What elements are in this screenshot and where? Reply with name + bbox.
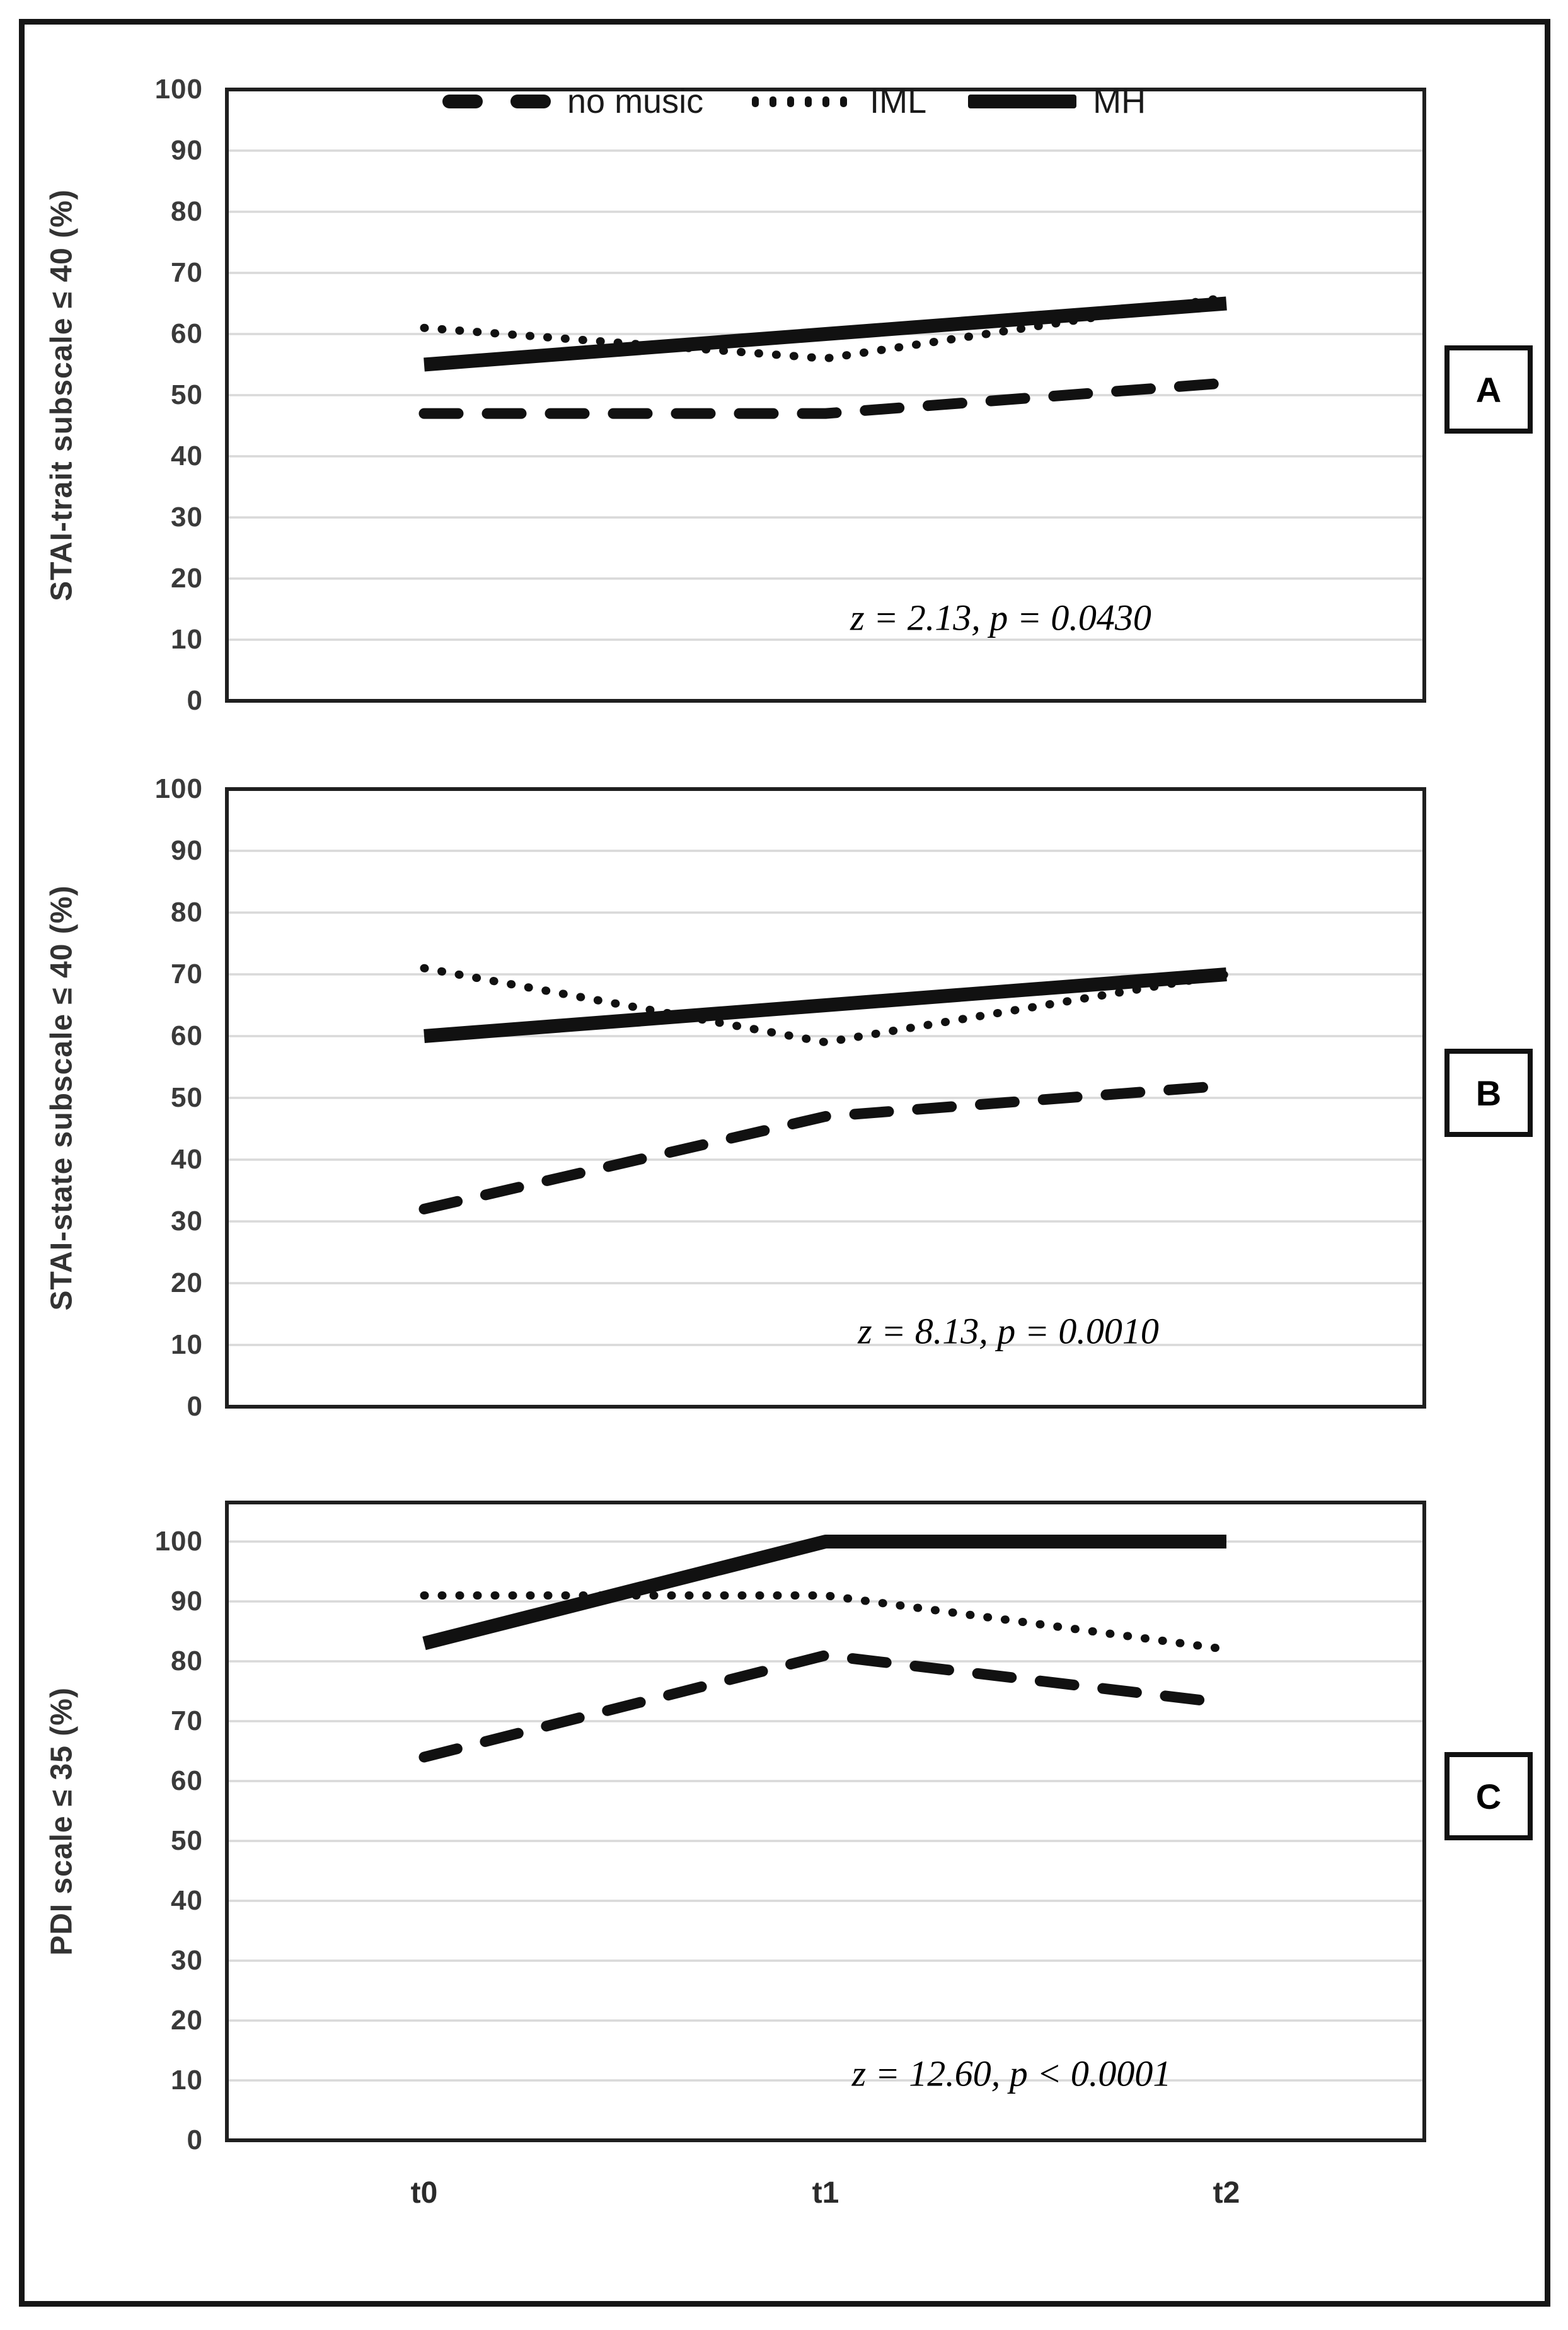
panel-a-series-dashed — [418, 378, 1232, 419]
panel-c-tag: C — [1444, 1752, 1533, 1840]
figure-border — [19, 19, 1550, 2307]
panel-c-y-tick-80: 80 — [171, 1646, 203, 1676]
panel-b-y-tick-70: 70 — [171, 959, 203, 989]
panel-b-y-axis-title: STAI-state subscale ≤ 40 (%) — [45, 885, 79, 1311]
panel-b-y-tick-50: 50 — [171, 1082, 203, 1113]
x-tick-t0: t0 — [410, 2176, 438, 2210]
panel-c-series-dotted — [420, 1591, 1231, 1654]
panel-b-y-tick-30: 30 — [171, 1206, 203, 1237]
panel-c-series-solid — [422, 1535, 1226, 1651]
panel-c-y-tick-40: 40 — [171, 1885, 203, 1916]
panel-c-y-tick-10: 10 — [171, 2065, 203, 2096]
legend-label-iml: IML — [870, 83, 927, 120]
panel-b-y-tick-90: 90 — [171, 835, 203, 866]
panel-b-series-dashed — [418, 1080, 1232, 1214]
panel-c-y-tick-50: 50 — [171, 1825, 203, 1856]
panel-b-y-tick-0: 0 — [187, 1391, 203, 1422]
legend-item-no-music: no music — [442, 83, 703, 120]
panel-c-y-tick-100: 100 — [154, 1526, 203, 1557]
panel-b-y-tick-10: 10 — [171, 1329, 203, 1360]
dotted-line-marker-icon — [745, 96, 853, 107]
panel-c-plot — [225, 1501, 1426, 2142]
legend-item-mh: MH — [968, 83, 1146, 120]
panel-a-y-tick-0: 0 — [187, 685, 203, 716]
panel-c-y-axis-title: PDI scale ≤ 35 (%) — [45, 1687, 79, 1956]
panel-b-annotation: z = 8.13, p = 0.0010 — [858, 1310, 1159, 1352]
panel-a-series-solid — [424, 296, 1227, 372]
solid-line-marker-icon — [968, 95, 1077, 108]
panel-b-y-tick-40: 40 — [171, 1144, 203, 1175]
panel-a-y-tick-20: 20 — [171, 563, 203, 594]
panel-a-y-tick-60: 60 — [171, 318, 203, 349]
panel-c-y-tick-20: 20 — [171, 2005, 203, 2036]
panel-a-y-tick-90: 90 — [171, 135, 203, 166]
panel-a-annotation: z = 2.13, p = 0.0430 — [850, 597, 1151, 638]
panel-b-y-tick-80: 80 — [171, 897, 203, 928]
panel-b-y-tick-60: 60 — [171, 1020, 203, 1051]
panel-c-y-tick-90: 90 — [171, 1586, 203, 1617]
legend-label-mh: MH — [1093, 83, 1146, 120]
panel-c-series-dashed — [418, 1650, 1232, 1763]
panel-b-plot — [225, 787, 1426, 1409]
legend-item-iml: IML — [745, 83, 926, 120]
panel-a-y-tick-50: 50 — [171, 379, 203, 410]
x-tick-t2: t2 — [1213, 2176, 1240, 2210]
legend: no music IML MH — [442, 74, 1146, 129]
plot-border — [225, 787, 1426, 1409]
panel-a-y-tick-70: 70 — [171, 257, 203, 288]
panel-a-y-tick-30: 30 — [171, 502, 203, 533]
panel-b-tag: B — [1444, 1049, 1533, 1137]
plot-border — [225, 1501, 1426, 2142]
panel-c-y-tick-30: 30 — [171, 1945, 203, 1976]
panel-c-y-tick-0: 0 — [187, 2125, 203, 2155]
panel-b-y-tick-100: 100 — [154, 773, 203, 804]
panel-a-tag: A — [1444, 345, 1533, 434]
panel-b-series-dotted — [420, 964, 1231, 1047]
panel-a-y-tick-80: 80 — [171, 196, 203, 227]
panel-b-y-tick-20: 20 — [171, 1267, 203, 1298]
panel-b-series-solid — [424, 967, 1227, 1043]
panel-a-plot — [225, 88, 1426, 703]
panel-a-y-tick-40: 40 — [171, 441, 203, 471]
panel-c-y-tick-60: 60 — [171, 1765, 203, 1796]
legend-label-no-music: no music — [567, 83, 704, 120]
panel-c-y-tick-70: 70 — [171, 1705, 203, 1736]
panel-a-y-tick-10: 10 — [171, 624, 203, 655]
panel-a-y-tick-100: 100 — [154, 74, 203, 105]
dashed-line-marker-icon — [442, 95, 551, 108]
panel-c-annotation: z = 12.60, p < 0.0001 — [851, 2053, 1172, 2094]
panel-a-y-axis-title: STAI-trait subscale ≤ 40 (%) — [45, 189, 79, 601]
plot-border — [225, 88, 1426, 703]
x-tick-t1: t1 — [812, 2176, 839, 2210]
